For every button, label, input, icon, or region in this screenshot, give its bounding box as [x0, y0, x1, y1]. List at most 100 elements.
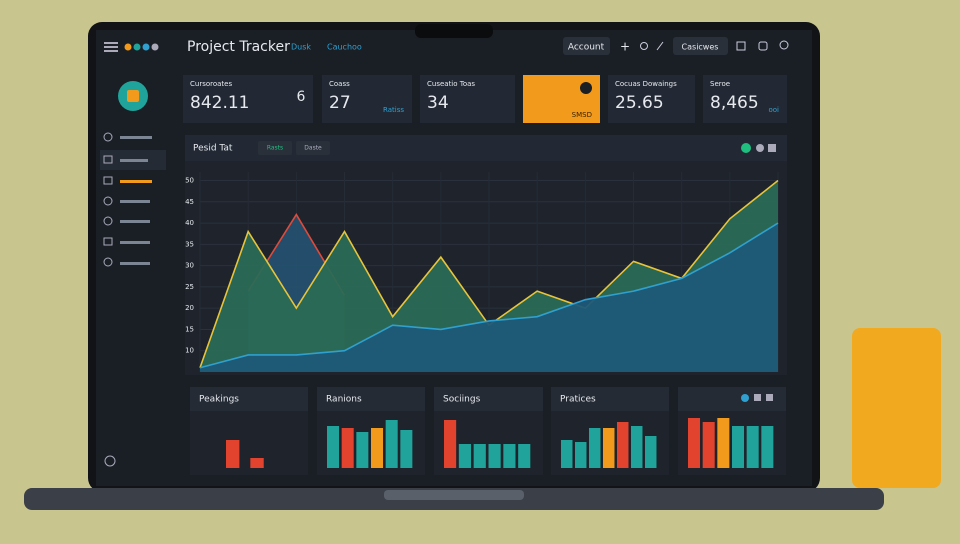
avatar-inner [127, 90, 139, 102]
y-tick-label: 50 [185, 177, 194, 185]
account-button[interactable] [563, 37, 610, 55]
bar [458, 444, 471, 468]
account-label: Account [568, 43, 605, 53]
stat-note: ooi [768, 106, 779, 114]
menu-icon[interactable] [104, 42, 118, 44]
nav-item[interactable] [120, 220, 150, 223]
dot [124, 43, 132, 51]
chart-tab[interactable] [296, 141, 330, 155]
stat-value: 25.65 [615, 93, 664, 113]
panel-title: Peakings [199, 395, 239, 405]
y-tick-label: 15 [185, 325, 194, 333]
bar [327, 426, 340, 468]
nav-item[interactable] [120, 136, 152, 139]
nav-item[interactable] [120, 241, 150, 244]
stat-label: Cuseatio Toas [427, 80, 475, 88]
bar [473, 444, 486, 468]
stat-value: 27 [329, 93, 351, 113]
y-tick-label: 35 [185, 240, 194, 248]
icon[interactable] [768, 144, 776, 152]
area [200, 223, 778, 372]
bar [702, 422, 715, 468]
nav-item[interactable] [120, 159, 148, 162]
bar [688, 418, 701, 468]
panel-header [551, 387, 669, 411]
nav-item[interactable] [120, 262, 150, 265]
y-tick-label: 25 [185, 283, 194, 291]
icon[interactable] [756, 144, 764, 152]
bar [385, 420, 398, 468]
stat-card [183, 75, 313, 123]
bar [356, 432, 369, 468]
bar [575, 442, 587, 468]
action-button[interactable] [673, 37, 728, 55]
nav-icon [103, 132, 113, 142]
search-icon[interactable] [779, 40, 789, 50]
nav-lines [120, 136, 152, 265]
nav-icon [103, 257, 113, 267]
menu-icon [104, 46, 118, 48]
bar [717, 418, 730, 468]
bar [561, 440, 573, 468]
nav-icon [103, 155, 113, 164]
status-dot [741, 143, 751, 153]
bar [341, 428, 354, 468]
nav-item[interactable] [120, 180, 152, 183]
stat-note: SMSD [572, 111, 592, 119]
stat-value: 842.11 [190, 93, 249, 113]
bar [589, 428, 601, 468]
stat-value: 34 [427, 93, 449, 113]
tab[interactable]: Cauchoo [327, 43, 362, 52]
bar [371, 428, 384, 468]
stat-card [420, 75, 515, 123]
add-icon[interactable]: + [620, 40, 630, 54]
cup [852, 328, 941, 488]
panel-header [190, 387, 308, 411]
panel-icon[interactable] [754, 394, 761, 401]
bar [503, 444, 516, 468]
icon[interactable] [758, 41, 768, 51]
y-tick-label: 30 [185, 262, 194, 270]
stat-note: Ratiss [383, 106, 404, 114]
stat-label: Coass [329, 80, 350, 88]
hinge [384, 490, 524, 500]
nav-icon [103, 196, 113, 206]
icon[interactable] [640, 42, 648, 50]
nav-item[interactable] [120, 200, 150, 203]
bar [400, 430, 413, 468]
edit-icon[interactable] [656, 41, 664, 51]
y-tick-label: 20 [185, 304, 194, 312]
stat-label: Cursoroates [190, 80, 232, 88]
chart-tab-label: Rasts [267, 145, 283, 152]
bar [631, 426, 643, 468]
bar [617, 422, 629, 468]
nav-icon [103, 237, 113, 246]
y-tick-label: 40 [185, 219, 194, 227]
tab[interactable]: Dusk [291, 43, 311, 52]
nav-icons [103, 132, 116, 467]
stat-label: Seroe [710, 80, 730, 88]
chart-title: Pesid Tat [193, 144, 233, 154]
settings-icon[interactable] [104, 455, 116, 467]
sidebar [100, 42, 166, 467]
chart-tab[interactable] [258, 141, 292, 155]
stat-label: Cocuas Dowaings [615, 80, 677, 88]
panel-title: Sociings [443, 395, 481, 405]
bar [645, 436, 657, 468]
panel-header [317, 387, 425, 411]
panel-icon[interactable] [741, 394, 749, 402]
bar [746, 426, 759, 468]
icon[interactable] [736, 41, 746, 51]
bar [732, 426, 745, 468]
dot [133, 43, 141, 51]
dot [151, 43, 159, 51]
stat-value: 8,465 [710, 93, 759, 113]
stat-card [322, 75, 412, 123]
bar [226, 440, 240, 468]
menu-icon [104, 50, 118, 52]
notch [415, 24, 493, 38]
stat-icon [580, 82, 592, 94]
panel-icon[interactable] [766, 394, 773, 401]
